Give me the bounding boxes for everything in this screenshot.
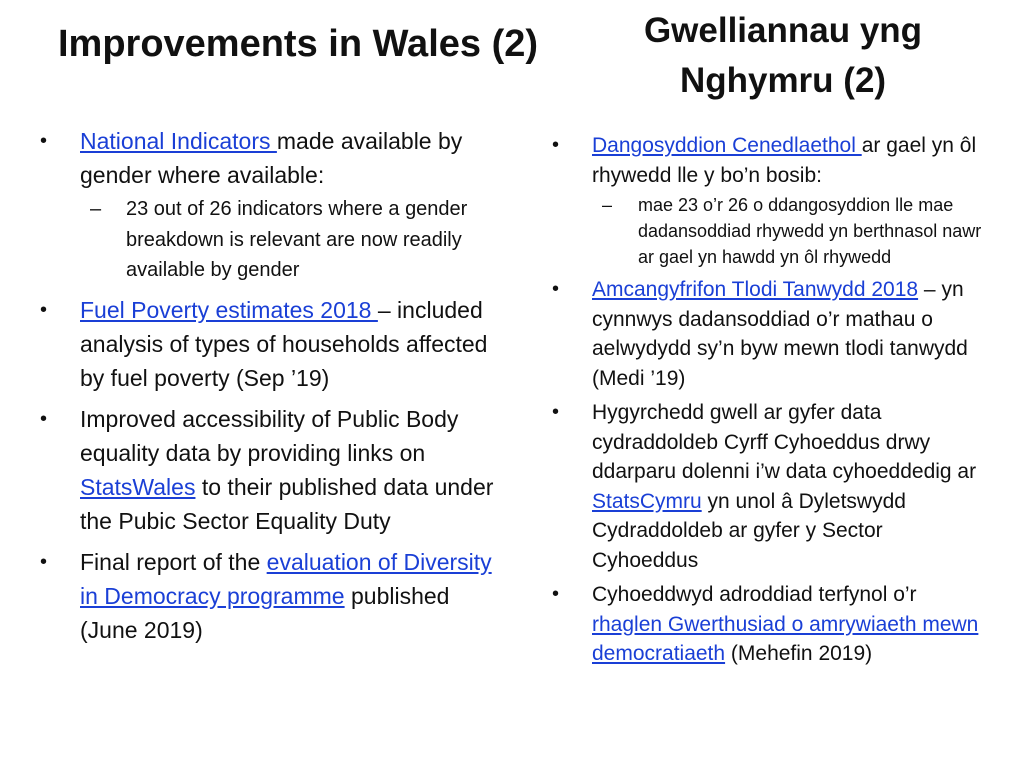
english-title: Improvements in Wales (2) xyxy=(57,23,539,65)
welsh-bullet-list: Dangosyddion Cenedlaethol ar gael yn ôl … xyxy=(550,131,990,674)
welsh-item4-text-after: (Mehefin 2019) xyxy=(725,642,873,665)
english-sub-item: 23 out of 26 indicators where a gender b… xyxy=(80,194,508,286)
english-item3-text-before: Improved accessibility of Public Body eq… xyxy=(80,405,459,466)
welsh-item2-text: – yn cynnwys dadansoddiad o’r mathau o a… xyxy=(592,278,968,390)
english-item-national-indicators: National Indicators made available by ge… xyxy=(38,124,508,286)
english-item4-text-before: Final report of the xyxy=(80,548,267,575)
welsh-title: Gwelliannau yng Nghymru (2) xyxy=(643,11,923,100)
english-item2-text: – included analysis of types of househol… xyxy=(80,296,488,391)
english-item1-text: made available by gender where available… xyxy=(80,128,463,188)
welsh-item-amcangyfrifon: Amcangyfrifon Tlodi Tanwydd 2018 – yn cy… xyxy=(550,275,990,393)
english-item-fuel-poverty: Fuel Poverty estimates 2018 – included a… xyxy=(38,293,508,395)
welsh-item-cyhoeddwyd: Cyhoeddwyd adroddiad terfynol o’r rhagle… xyxy=(550,580,990,669)
welsh-item1-text: ar gael yn ôl rhywedd lle y bo’n bosib: xyxy=(592,134,977,187)
diversity-in-democracy-link[interactable]: evaluation of Diversity in Democracy pro… xyxy=(80,548,492,609)
welsh-item-hygyrchedd: Hygyrchedd gwell ar gyfer data cydraddol… xyxy=(550,398,990,575)
welsh-item-dangosyddion: Dangosyddion Cenedlaethol ar gael yn ôl … xyxy=(550,131,990,270)
dangosyddion-cenedlaethol-link[interactable]: Dangosyddion Cenedlaethol xyxy=(592,134,862,157)
english-item-accessibility: Improved accessibility of Public Body eq… xyxy=(38,402,508,538)
statswales-link[interactable]: StatsWales xyxy=(80,473,196,500)
welsh-item4-text-before: Cyhoeddwyd adroddiad terfynol o’r xyxy=(592,583,917,606)
english-sub-list: 23 out of 26 indicators where a gender b… xyxy=(80,194,508,286)
statscymru-link[interactable]: StatsCymru xyxy=(592,489,702,513)
rhaglen-gwerthusiad-link[interactable]: rhaglen Gwerthusiad o amrywiaeth mewn de… xyxy=(592,612,979,666)
welsh-sub-list: mae 23 o’r 26 o ddangosyddion lle mae da… xyxy=(592,192,990,270)
welsh-sub-item: mae 23 o’r 26 o ddangosyddion lle mae da… xyxy=(592,192,990,270)
national-indicators-link[interactable]: National Indicators xyxy=(80,128,277,154)
welsh-item3-text-after: yn unol â Dyletswydd Cydraddoldeb ar gyf… xyxy=(592,489,906,572)
fuel-poverty-link[interactable]: Fuel Poverty estimates 2018 xyxy=(80,296,378,323)
english-item-final-report: Final report of the evaluation of Divers… xyxy=(38,545,508,647)
english-item3-text-after: to their published data under the Pubic … xyxy=(80,473,494,534)
welsh-item3-text-before: Hygyrchedd gwell ar gyfer data cydraddol… xyxy=(592,401,977,483)
english-item4-text-after: published (June 2019) xyxy=(80,582,450,643)
english-bullet-list: National Indicators made available by ge… xyxy=(38,124,508,654)
amcangyfrifon-tlodi-tanwydd-link[interactable]: Amcangyfrifon Tlodi Tanwydd 2018 xyxy=(592,278,919,301)
